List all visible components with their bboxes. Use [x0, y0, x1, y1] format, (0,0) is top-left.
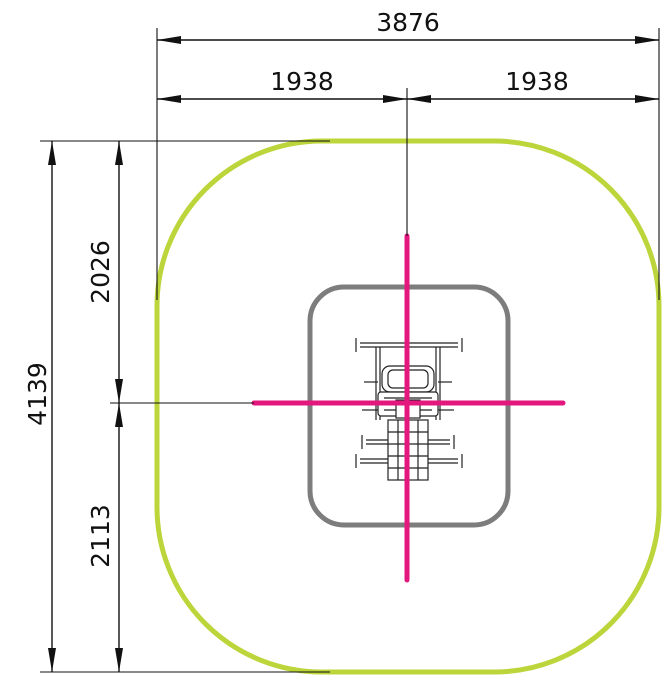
dimension-right-half: 1938: [407, 67, 659, 103]
dimension-bottom-part: 2113: [86, 403, 123, 672]
safety-zone-outline: [154, 138, 662, 675]
dimension-total-height: 4139: [23, 141, 56, 672]
dimension-label-right-half: 1938: [505, 67, 569, 96]
dimension-label-top-part: 2026: [86, 240, 115, 304]
dimension-left-half: 1938: [157, 67, 407, 103]
dimension-label-bottom-part: 2113: [86, 504, 115, 568]
dimension-label-left-half: 1938: [270, 67, 334, 96]
dimension-total-width: 3876: [157, 8, 659, 44]
dimension-top-part: 2026: [86, 141, 123, 403]
dimension-label-total-height: 4139: [23, 362, 52, 426]
dimension-label-total-width: 3876: [376, 8, 440, 37]
